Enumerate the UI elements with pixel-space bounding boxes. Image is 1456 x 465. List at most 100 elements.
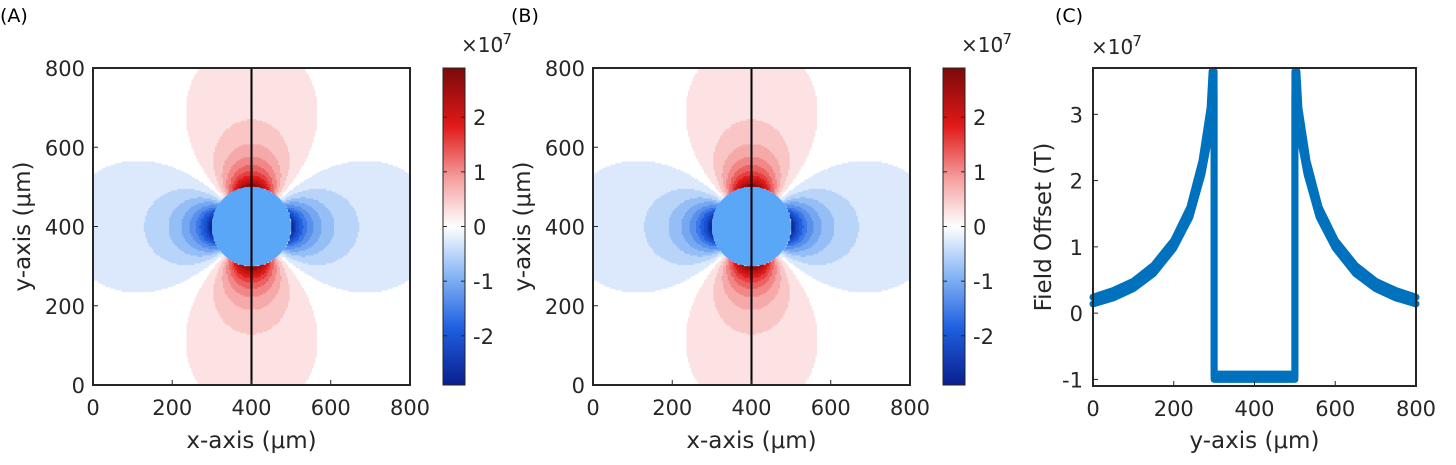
field-cell: [205, 372, 208, 375]
field-cell: [280, 370, 283, 373]
field-cell: [213, 358, 216, 361]
field-cell: [210, 308, 213, 311]
field-cell: [264, 372, 267, 375]
field-cell: [292, 332, 295, 335]
field-cell: [311, 329, 314, 332]
field-cell: [286, 320, 289, 322]
field-cell: [203, 329, 206, 332]
field-cell: [189, 335, 192, 338]
field-cell: [262, 377, 265, 380]
field-cell: [218, 335, 221, 338]
field-cell: [297, 323, 300, 326]
field-cell: [292, 337, 295, 340]
field-cell: [303, 372, 306, 375]
field-cell: [227, 351, 230, 354]
field-cell: [313, 323, 316, 326]
field-cell: [294, 321, 297, 324]
field-cell: [199, 377, 202, 380]
field-cell: [197, 327, 200, 330]
field-cell: [243, 351, 246, 354]
field-cell: [308, 353, 311, 356]
field-cell: [289, 381, 292, 384]
field-cell: [216, 354, 219, 357]
field-cell: [222, 329, 225, 332]
field-cell: [248, 346, 251, 349]
field-cell: [287, 337, 290, 340]
field-cell: [295, 340, 298, 343]
field-cell: [243, 350, 246, 353]
field-cell: [256, 353, 259, 356]
field-cell: [292, 316, 295, 319]
field-cell: [192, 313, 195, 316]
field-cell: [222, 327, 225, 330]
field-cell: [305, 369, 308, 372]
field-cell: [275, 326, 278, 329]
field-cell: [289, 370, 292, 373]
field-cell: [219, 364, 222, 367]
field-cell: [286, 321, 289, 324]
field-cell: [210, 346, 213, 349]
field-cell: [230, 320, 233, 322]
field-cell: [240, 318, 243, 321]
field-cell: [224, 356, 227, 359]
field-cell: [265, 340, 268, 343]
field-cell: [203, 343, 206, 346]
field-cell: [291, 345, 294, 348]
field-cell: [235, 377, 238, 380]
field-cell: [210, 331, 213, 334]
field-cell: [281, 324, 284, 327]
field-cell: [270, 345, 273, 348]
field-cell: [210, 339, 213, 342]
field-cell: [221, 356, 224, 359]
field-cell: [224, 332, 227, 335]
field-cell: [248, 313, 251, 316]
field-cell: [221, 367, 224, 370]
field-cell: [243, 327, 246, 330]
field-cell: [188, 343, 191, 346]
field-cell: [265, 308, 268, 311]
field-cell: [275, 324, 278, 327]
field-cell: [272, 354, 275, 357]
field-cell: [311, 362, 314, 365]
field-cell: [213, 340, 216, 343]
field-cell: [311, 348, 314, 351]
field-cell: [205, 365, 208, 368]
field-cell: [221, 320, 224, 322]
field-cell: [267, 362, 270, 365]
field-cell: [265, 315, 268, 318]
field-cell: [294, 381, 297, 384]
field-cell: [238, 339, 241, 342]
field-cell: [261, 323, 263, 326]
field-cell: [280, 378, 283, 381]
field-cell: [297, 331, 300, 334]
field-cell: [281, 342, 284, 345]
field-cell: [246, 308, 249, 311]
field-cell: [253, 354, 256, 357]
field-cell: [205, 375, 208, 378]
field-cell: [270, 315, 273, 318]
field-cell: [199, 369, 202, 372]
field-cell: [210, 334, 213, 337]
field-cell: [264, 316, 267, 319]
field-cell: [273, 320, 276, 322]
field-cell: [248, 321, 251, 324]
field-cell: [305, 345, 308, 348]
field-cell: [240, 370, 243, 373]
field-cell: [229, 346, 232, 349]
field-cell: [226, 326, 229, 329]
field-cell: [230, 373, 233, 376]
field-cell: [211, 320, 214, 322]
field-cell: [211, 364, 214, 367]
field-cell: [314, 353, 317, 356]
field-cell: [234, 348, 237, 351]
field-cell: [270, 337, 273, 340]
field-cell: [186, 351, 189, 354]
field-cell: [194, 351, 197, 354]
field-cell: [256, 367, 259, 370]
field-cell: [305, 318, 308, 321]
field-cell: [248, 332, 251, 335]
field-cell: [265, 359, 268, 362]
field-cell: [238, 343, 241, 346]
field-cell: [254, 327, 257, 330]
field-cell: [234, 377, 237, 380]
